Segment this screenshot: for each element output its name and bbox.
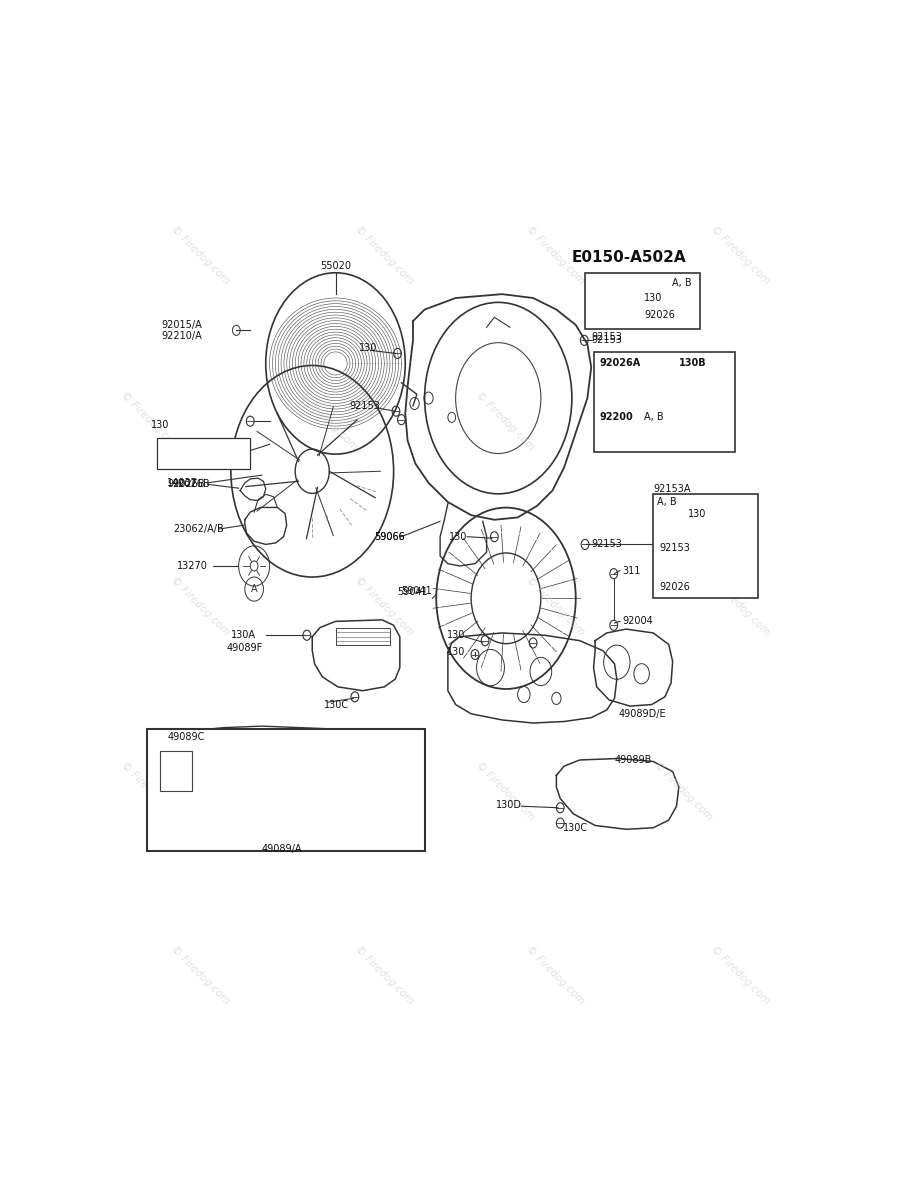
Text: © Firedog.com: © Firedog.com (524, 575, 587, 637)
Text: 59041: 59041 (402, 586, 432, 595)
Text: © Firedog.com: © Firedog.com (709, 944, 771, 1007)
Text: 130: 130 (359, 343, 377, 353)
Text: 92200: 92200 (599, 413, 633, 422)
Text: A, B: A, B (672, 277, 692, 288)
Text: 92026A: 92026A (599, 359, 640, 368)
Text: 92004: 92004 (623, 617, 653, 626)
Text: © Firedog.com: © Firedog.com (169, 223, 231, 286)
Text: 92026B: 92026B (172, 479, 210, 490)
Text: 130A: 130A (231, 630, 256, 641)
Text: 59066: 59066 (374, 532, 405, 541)
Bar (157, 438, 250, 469)
Bar (147, 730, 425, 851)
Text: A, B: A, B (657, 497, 677, 508)
Text: 92015/A: 92015/A (161, 320, 202, 330)
Text: 49089D/E: 49089D/E (618, 709, 666, 719)
Text: 92009: 92009 (157, 443, 188, 454)
Text: 92153A: 92153A (653, 484, 691, 494)
Text: 92153: 92153 (591, 539, 622, 550)
Text: 14037: 14037 (167, 478, 198, 487)
Text: A, B: A, B (644, 413, 664, 422)
Text: 92153: 92153 (659, 544, 691, 553)
Text: 49089F: 49089F (227, 643, 263, 653)
Text: 130: 130 (150, 420, 169, 430)
Bar (160, 751, 193, 791)
Text: 130: 130 (688, 509, 706, 518)
Text: © Firedog.com: © Firedog.com (474, 390, 536, 452)
Bar (653, 494, 757, 599)
Text: © Firedog.com: © Firedog.com (169, 944, 231, 1007)
Text: © Firedog.com: © Firedog.com (709, 223, 771, 286)
Text: © Firedog.com: © Firedog.com (296, 390, 359, 452)
Bar (593, 352, 735, 452)
Text: 92026: 92026 (644, 310, 675, 320)
Text: © Firedog.com: © Firedog.com (524, 944, 587, 1007)
Text: © Firedog.com: © Firedog.com (652, 760, 714, 822)
Text: © Firedog.com: © Firedog.com (296, 760, 359, 822)
Text: 311: 311 (623, 565, 641, 576)
Text: © Firedog.com: © Firedog.com (169, 575, 231, 637)
Text: 92153: 92153 (591, 335, 622, 346)
Text: 59066: 59066 (374, 532, 405, 541)
Text: © Firedog.com: © Firedog.com (709, 575, 771, 637)
Text: © Firedog.com: © Firedog.com (119, 760, 182, 822)
Text: 130: 130 (447, 630, 465, 641)
Text: A, B: A, B (157, 455, 177, 464)
Text: 49089C: 49089C (167, 732, 204, 742)
Bar (585, 274, 700, 329)
Text: 92026B: 92026B (167, 479, 205, 490)
Text: © Firedog.com: © Firedog.com (652, 390, 714, 452)
Text: © Firedog.com: © Firedog.com (353, 944, 416, 1007)
Text: 13270: 13270 (177, 560, 207, 571)
Text: 130B: 130B (679, 359, 706, 368)
Text: © Firedog.com: © Firedog.com (353, 575, 416, 637)
Text: 49089B: 49089B (614, 755, 652, 766)
Text: 23062/A/B: 23062/A/B (172, 524, 224, 534)
Bar (336, 628, 390, 644)
Text: 130D: 130D (495, 799, 522, 810)
Text: 130: 130 (447, 647, 465, 658)
Text: 130C: 130C (324, 700, 349, 709)
Text: © Firedog.com: © Firedog.com (119, 390, 182, 452)
Text: 92153: 92153 (349, 401, 381, 410)
Text: E0150-A502A: E0150-A502A (572, 251, 687, 265)
Text: 92026: 92026 (659, 582, 691, 592)
Text: 130: 130 (449, 532, 468, 541)
Text: © Firedog.com: © Firedog.com (353, 223, 416, 286)
Text: 92153: 92153 (591, 331, 622, 342)
Text: 55020: 55020 (320, 260, 351, 271)
Text: 49089/A: 49089/A (262, 844, 303, 853)
Text: 59041: 59041 (397, 587, 428, 598)
Text: © Firedog.com: © Firedog.com (474, 760, 536, 822)
Text: 92210/A: 92210/A (161, 331, 202, 342)
Text: 130C: 130C (562, 823, 588, 833)
Text: A: A (251, 584, 258, 594)
Text: 130: 130 (644, 293, 662, 302)
Text: © Firedog.com: © Firedog.com (524, 223, 587, 286)
